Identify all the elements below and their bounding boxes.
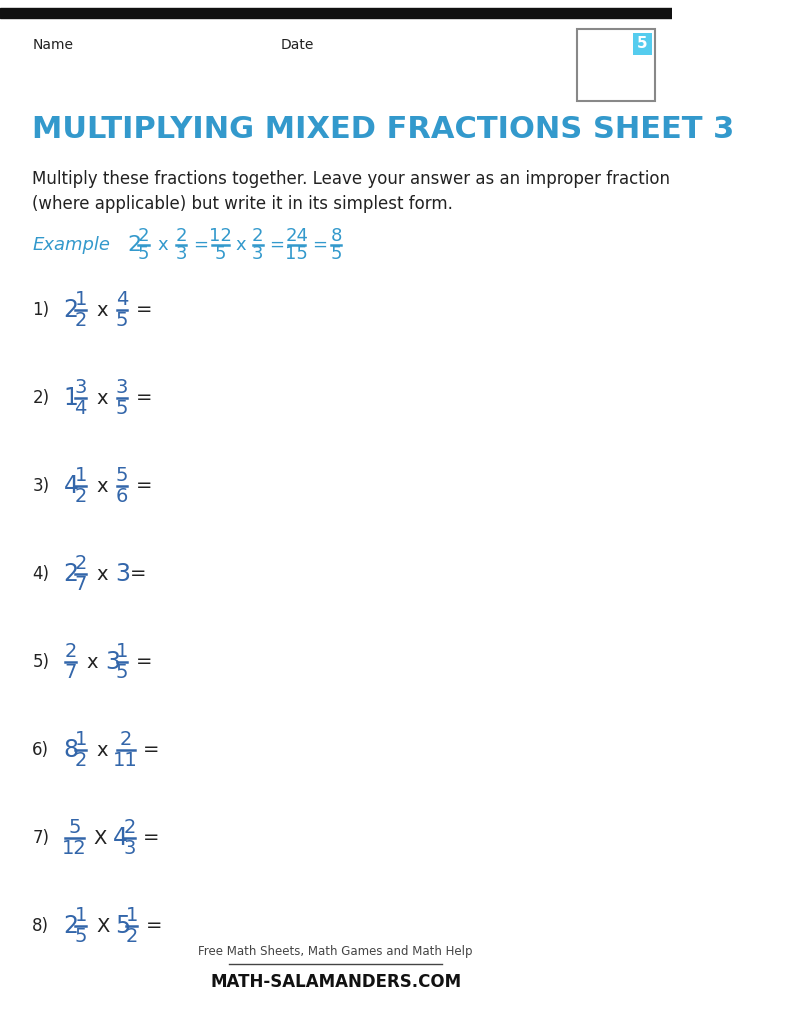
Text: 11: 11: [113, 751, 138, 770]
Text: =: =: [130, 564, 146, 584]
Text: 2: 2: [74, 486, 87, 506]
Text: =: =: [136, 388, 153, 408]
Text: =: =: [136, 476, 153, 496]
Text: 5: 5: [115, 466, 128, 485]
Text: 1): 1): [32, 301, 49, 319]
Text: 3: 3: [74, 379, 87, 397]
Text: 5: 5: [214, 246, 226, 263]
Text: 3): 3): [32, 477, 49, 495]
Text: 2: 2: [119, 730, 132, 750]
Text: 2: 2: [74, 554, 87, 573]
Text: 2: 2: [64, 298, 79, 322]
Text: x: x: [97, 300, 108, 319]
Text: 4: 4: [74, 398, 87, 418]
Text: =: =: [136, 652, 153, 672]
Text: 1: 1: [115, 642, 128, 662]
FancyBboxPatch shape: [577, 29, 655, 101]
Text: X: X: [94, 828, 107, 848]
Text: 5): 5): [32, 653, 49, 671]
Text: 7: 7: [65, 663, 77, 682]
Text: 1: 1: [74, 730, 87, 750]
Text: 4: 4: [112, 826, 127, 850]
Text: =: =: [193, 236, 208, 254]
Text: x: x: [97, 740, 108, 760]
Text: 2: 2: [252, 226, 263, 245]
Text: 5: 5: [115, 398, 128, 418]
Text: x: x: [97, 476, 108, 496]
Text: 6): 6): [32, 741, 49, 759]
Text: 7): 7): [32, 829, 49, 847]
Text: 24: 24: [286, 226, 308, 245]
Text: 2: 2: [74, 751, 87, 770]
Text: 4: 4: [64, 474, 79, 498]
Text: 5: 5: [138, 246, 149, 263]
Text: 8): 8): [32, 918, 49, 935]
Text: MULTIPLYING MIXED FRACTIONS SHEET 3: MULTIPLYING MIXED FRACTIONS SHEET 3: [32, 115, 735, 144]
Text: 15: 15: [286, 246, 308, 263]
Text: 12: 12: [62, 839, 87, 857]
FancyBboxPatch shape: [634, 33, 652, 55]
Text: (where applicable) but write it in its simplest form.: (where applicable) but write it in its s…: [32, 195, 453, 213]
Text: Multiply these fractions together. Leave your answer as an improper fraction: Multiply these fractions together. Leave…: [32, 170, 670, 188]
Text: 1: 1: [74, 906, 87, 926]
Text: 4): 4): [32, 565, 49, 583]
Text: Free Math Sheets, Math Games and Math Help: Free Math Sheets, Math Games and Math He…: [199, 945, 473, 958]
Text: =: =: [146, 916, 162, 936]
Text: 5: 5: [331, 246, 342, 263]
Text: 3: 3: [115, 379, 128, 397]
Text: 1: 1: [64, 386, 78, 410]
Text: 5: 5: [115, 310, 128, 330]
Text: 6: 6: [115, 486, 128, 506]
Text: 8: 8: [331, 226, 342, 245]
Text: 4: 4: [115, 291, 128, 309]
Text: =: =: [136, 300, 153, 319]
Text: Name: Name: [32, 38, 74, 52]
Text: Example: Example: [32, 236, 110, 254]
Text: x: x: [86, 652, 98, 672]
Text: 3: 3: [115, 562, 130, 586]
Text: =: =: [312, 236, 327, 254]
Text: 3: 3: [252, 246, 263, 263]
Text: =: =: [143, 828, 160, 848]
Text: 3: 3: [176, 246, 187, 263]
Text: 2: 2: [176, 226, 187, 245]
Text: 2: 2: [126, 927, 138, 945]
Text: 5: 5: [115, 663, 128, 682]
Text: 3: 3: [123, 839, 135, 857]
Text: 2: 2: [123, 818, 135, 838]
Text: 5: 5: [115, 914, 131, 938]
Text: 8: 8: [64, 738, 79, 762]
Text: 2: 2: [65, 642, 77, 662]
Text: 2): 2): [32, 389, 49, 407]
Text: 1: 1: [74, 466, 87, 485]
Text: 5: 5: [74, 927, 87, 945]
Text: 2: 2: [138, 226, 149, 245]
Text: X: X: [97, 916, 110, 936]
Text: Date: Date: [281, 38, 314, 52]
Text: 2: 2: [64, 914, 79, 938]
Text: x: x: [97, 564, 108, 584]
Text: 2: 2: [64, 562, 79, 586]
Text: 1: 1: [74, 291, 87, 309]
Text: 7: 7: [74, 574, 87, 594]
Text: 5: 5: [638, 37, 648, 51]
Text: 1: 1: [126, 906, 138, 926]
Text: 2: 2: [127, 234, 142, 255]
Text: x: x: [157, 236, 168, 254]
Text: x: x: [97, 388, 108, 408]
Text: MATH-SALAMANDERS.COM: MATH-SALAMANDERS.COM: [210, 973, 461, 991]
Text: 5: 5: [68, 818, 81, 838]
Text: 12: 12: [209, 226, 232, 245]
Bar: [0, 8, 672, 18]
Text: 2: 2: [74, 310, 87, 330]
Text: 3: 3: [105, 650, 120, 674]
Text: =: =: [270, 236, 285, 254]
Text: =: =: [143, 740, 160, 760]
Text: x: x: [236, 236, 246, 254]
